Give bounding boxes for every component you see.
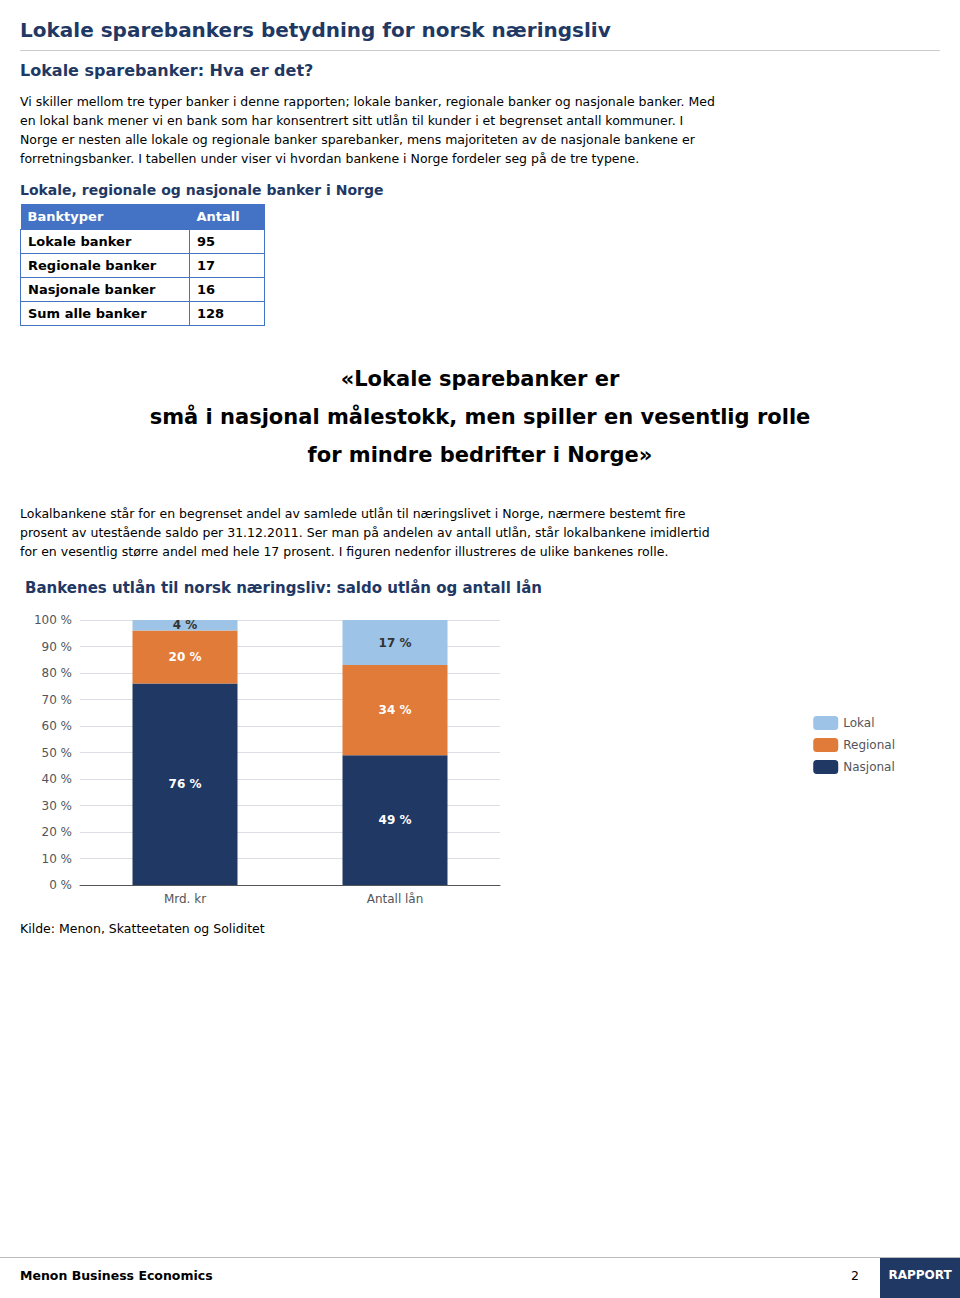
html-text:for en vesentlig større andel: for en vesentlig større andel med hele 1… (20, 544, 669, 559)
html-text:17: 17 (197, 258, 216, 273)
html-text:Lokale, regionale og nasjonale: Lokale, regionale og nasjonale banker i … (20, 182, 384, 198)
svg-text:Mrd. kr: Mrd. kr (164, 892, 206, 906)
html-text:16: 16 (197, 282, 216, 297)
svg-text:Bankenes utlån til norsk nærin: Bankenes utlån til norsk næringsliv: sal… (25, 579, 542, 597)
svg-text:0 %: 0 % (49, 878, 72, 892)
html-text:Banktyper: Banktyper (27, 209, 104, 224)
html-text:Kilde: Menon, Skatteetaten og: Kilde: Menon, Skatteetaten og Soliditet (20, 921, 265, 936)
html-text:Lokale banker: Lokale banker (28, 234, 132, 249)
svg-text:49 %: 49 % (379, 813, 412, 827)
html-text:Sum alle banker: Sum alle banker (28, 306, 147, 321)
svg-text:17 %: 17 % (379, 636, 412, 650)
svg-text:76 %: 76 % (169, 777, 202, 791)
html-text:for mindre bedrifter i Norge»: for mindre bedrifter i Norge» (307, 443, 653, 467)
html-text:Norge er nesten alle lokale og: Norge er nesten alle lokale og regionale… (20, 132, 695, 147)
html-text:forretningsbanker. I tabellen: forretningsbanker. I tabellen under vise… (20, 151, 640, 166)
svg-text:60 %: 60 % (42, 719, 73, 733)
svg-text:50 %: 50 % (42, 746, 73, 760)
html-text:RAPPORT: RAPPORT (888, 1268, 952, 1282)
svg-text:10 %: 10 % (42, 852, 73, 866)
svg-text:30 %: 30 % (42, 799, 73, 813)
svg-text:40 %: 40 % (42, 772, 73, 786)
svg-text:Nasjonal: Nasjonal (843, 760, 895, 774)
html-text:128: 128 (197, 306, 225, 321)
svg-text:34 %: 34 % (379, 703, 412, 717)
html-text:Nasjonale banker: Nasjonale banker (28, 282, 156, 297)
svg-text:Regional: Regional (843, 738, 895, 752)
svg-text:70 %: 70 % (42, 693, 73, 707)
html-text:Antall: Antall (196, 209, 240, 224)
html-text:Vi skiller mellom tre typer ba: Vi skiller mellom tre typer banker i den… (20, 94, 715, 109)
html-text:en lokal bank mener vi en bank: en lokal bank mener vi en bank som har k… (20, 113, 684, 128)
html-text:Lokale sparebankers betydning: Lokale sparebankers betydning for norsk … (20, 18, 611, 42)
html-text:95: 95 (197, 234, 216, 249)
svg-text:Antall lån: Antall lån (367, 892, 424, 906)
html-text:«Lokale sparebanker er: «Lokale sparebanker er (340, 367, 620, 391)
svg-text:20 %: 20 % (42, 825, 73, 839)
svg-text:80 %: 80 % (42, 666, 73, 680)
html-text:Lokale sparebanker: Hva er det: Lokale sparebanker: Hva er det? (20, 61, 314, 80)
html-text:Regionale banker: Regionale banker (28, 258, 157, 273)
svg-text:Lokal: Lokal (843, 716, 874, 730)
svg-text:100 %: 100 % (34, 613, 72, 627)
html-text:Lokalbankene står for en begre: Lokalbankene står for en begrenset andel… (20, 506, 686, 521)
html-text:Menon Business Economics: Menon Business Economics (20, 1268, 213, 1283)
html-text:prosent av utestående saldo pe: prosent av utestående saldo per 31.12.20… (20, 525, 710, 540)
svg-text:90 %: 90 % (42, 640, 73, 654)
html-text:små i nasjonal målestokk, men: små i nasjonal målestokk, men spiller en… (149, 405, 811, 429)
svg-text:20 %: 20 % (169, 650, 202, 664)
html-text:2: 2 (851, 1268, 859, 1283)
svg-text:4 %: 4 % (173, 618, 198, 632)
